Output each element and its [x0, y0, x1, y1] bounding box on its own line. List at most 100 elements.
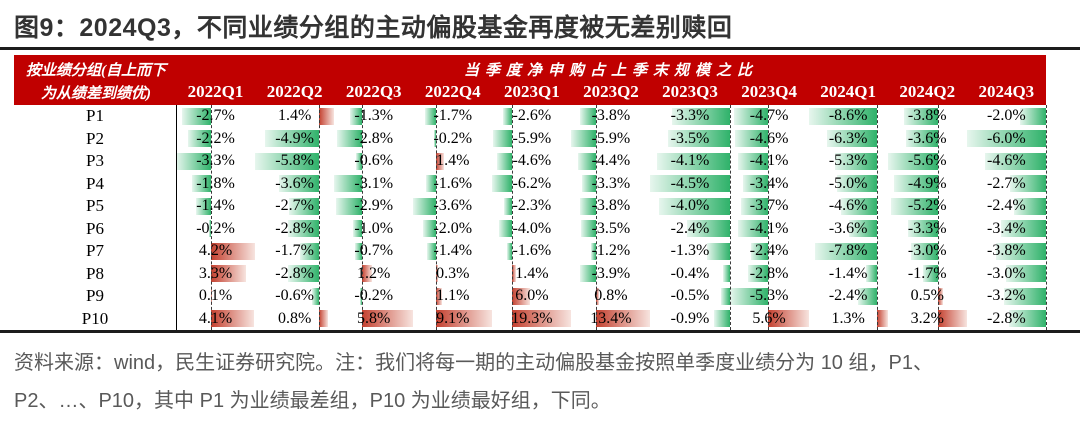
data-bar [1006, 265, 1046, 282]
data-bar [741, 197, 768, 215]
value-cell: -3.7% [730, 195, 809, 218]
data-bar [747, 265, 768, 282]
data-bar [905, 130, 939, 147]
value-cell: -1.8% [176, 173, 255, 196]
value-cell: -2.3% [492, 195, 571, 218]
value-cell: -3.3% [571, 173, 650, 196]
table-row: P2 -2.2% -4.9% -2.8% -0.2% -5.9% -5.9% -3.5% -4.… [14, 128, 1046, 151]
cell-value: -3.5% [591, 219, 631, 237]
value-cell: -0.4% [650, 263, 730, 286]
value-cell: -2.7% [176, 105, 255, 128]
cell-value: -2.8% [275, 219, 314, 237]
quarter-header: 2022Q2 [266, 82, 323, 101]
data-bar [922, 265, 939, 282]
cell-value: -0.6% [275, 287, 314, 304]
value-cell: -1.6% [413, 173, 492, 196]
data-bar [581, 220, 596, 237]
quarter-header-row: 2022Q1 2022Q2 2022Q3 2022Q4 2023Q1 2023Q2 2023… [176, 79, 1046, 105]
cell-value: -3.3% [196, 152, 235, 169]
cell-value: -1.0% [354, 219, 394, 237]
value-cell: -5.3% [809, 150, 888, 173]
data-bar [434, 130, 436, 147]
value-cell: -2.0% [413, 218, 492, 241]
cell-value: -3.5% [670, 129, 710, 147]
value-cell: -2.7% [967, 173, 1046, 196]
data-bar [255, 152, 319, 170]
value-cell: 0.8% [255, 308, 334, 331]
value-cell: -4.9% [255, 128, 334, 151]
value-cell: -4.1% [730, 218, 809, 241]
cell-value: -3.0% [986, 264, 1026, 282]
cell-value: -0.4% [670, 264, 710, 282]
value-cell: -2.9% [334, 195, 413, 218]
cell-value: -4.6% [828, 197, 868, 214]
column-axis-line [595, 105, 597, 330]
cell-value: -0.2% [354, 287, 394, 304]
value-cell: -3.0% [967, 263, 1046, 286]
figure-title: 图9：2024Q3，不同业绩分组的主动偏股基金再度被无差别赎回 [14, 14, 733, 42]
data-bar [826, 130, 878, 147]
value-cell: -5.0% [809, 173, 888, 196]
value-cell: -2.6% [492, 105, 571, 128]
value-cell: -3.6% [888, 128, 967, 151]
data-bar [595, 287, 599, 305]
value-cell: -2.2% [176, 128, 255, 151]
value-cell: -1.2% [571, 240, 650, 263]
data-bar [506, 242, 512, 260]
data-bar [511, 265, 516, 282]
value-cell: -4.1% [650, 150, 730, 173]
data-bar [743, 175, 768, 192]
data-bar [336, 130, 362, 147]
quarter-header: 2024Q2 [899, 82, 956, 101]
data-bar [503, 107, 512, 125]
table-header: 按业绩分组(自上而下 为从绩差到绩优) 当季度净申购占上季末规模之比 2022Q… [14, 55, 1046, 105]
value-cell: -3.6% [809, 218, 888, 241]
cell-value: -5.3% [749, 287, 789, 304]
value-cell: 19.3% [492, 308, 572, 331]
cell-value: -6.0% [986, 129, 1026, 147]
column-axis-line [768, 105, 770, 330]
row-label: P3 [86, 151, 104, 170]
data-bar [738, 220, 768, 237]
data-bar [571, 130, 596, 147]
cell-value: -1.8% [196, 174, 235, 192]
cell-value: -2.0% [986, 107, 1026, 124]
quarter-header: 2024Q1 [820, 82, 877, 101]
data-bar [738, 152, 768, 170]
value-cell: -2.0% [967, 105, 1046, 128]
cell-value: -1.4% [196, 197, 235, 214]
value-cell: -5.9% [492, 128, 571, 151]
value-cell: -8.6% [808, 105, 888, 128]
quarter-header: 2023Q2 [583, 82, 639, 101]
value-cell: -3.3% [888, 218, 967, 241]
data-table: 按业绩分组(自上而下 为从绩差到绩优) 当季度净申购占上季末规模之比 2022Q… [14, 55, 1047, 331]
data-bar [493, 130, 512, 147]
data-bar [264, 130, 319, 147]
table-row: P8 3.3% -2.8% 1.2% 0.3% 1.4% -3.9% -0.4% -2.8% -1… [14, 263, 1046, 286]
value-cell: -2.8% [334, 128, 413, 151]
cell-value: -0.2% [196, 219, 235, 237]
data-bar [425, 107, 436, 125]
column-axis-line [938, 105, 940, 330]
column-axis-line [318, 105, 320, 330]
column-axis-line [435, 105, 437, 330]
data-bar [497, 152, 512, 170]
cell-value: -3.4% [749, 174, 789, 192]
table-row: P3 -3.3% -5.8% -0.6% 1.4% -4.6% -4.4% -4.1% -4.1… [14, 150, 1046, 173]
source-note-line1: 资料来源：wind，民生证券研究院。注：我们将每一期的主动偏股基金按照单季度业绩… [14, 352, 933, 374]
data-bar [893, 175, 939, 192]
value-cell: -3.5% [650, 128, 730, 151]
cell-value: -2.7% [986, 174, 1026, 192]
cell-value: -3.6% [275, 174, 314, 192]
cell-value: -4.7% [749, 107, 789, 124]
row-label: P8 [86, 263, 104, 283]
cell-value: -2.0% [433, 219, 473, 237]
value-cell: -2.4% [967, 195, 1046, 218]
data-bar [577, 152, 596, 170]
data-bar [210, 265, 246, 282]
data-bar [435, 287, 443, 305]
value-cell: -3.6% [413, 195, 492, 218]
data-bar [595, 310, 651, 327]
value-cell: -1.3% [650, 240, 730, 263]
